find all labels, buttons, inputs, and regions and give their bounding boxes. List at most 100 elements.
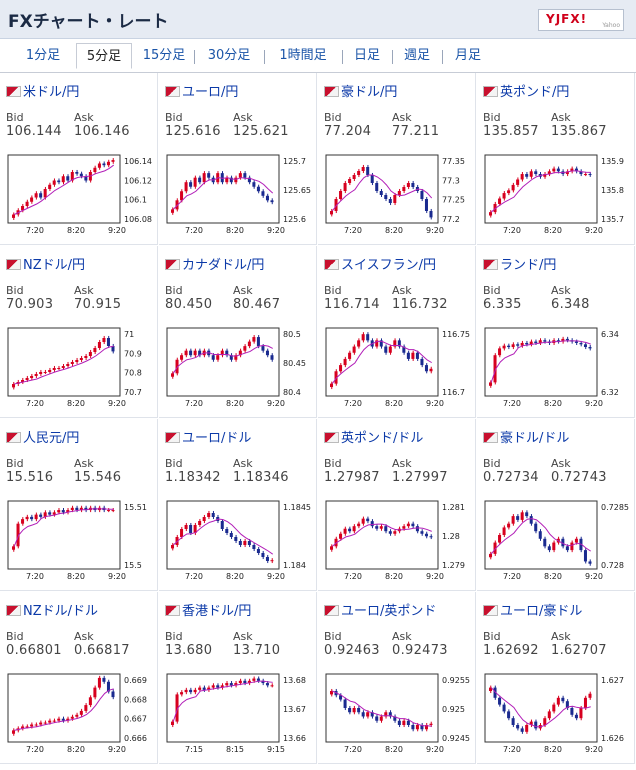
candle xyxy=(21,206,25,211)
timeframe-tabs: 1分足 5分足 15分足 30分足 1時間足 日足 週足 月足 xyxy=(0,38,636,72)
price-chart[interactable]: 0.669 0.668 0.667 0.666 7:20 8:20 9:20 xyxy=(5,672,152,756)
currency-pair-link[interactable]: ユーロ/円 xyxy=(165,81,238,100)
candle xyxy=(175,200,179,210)
price-chart[interactable]: 0.9255 0.925 0.9245 7:20 8:20 9:20 xyxy=(323,672,470,756)
candle xyxy=(184,350,188,356)
price-chart[interactable]: 13.68 13.67 13.66 7:15 8:15 9:15 xyxy=(164,672,311,756)
price-chart[interactable]: 125.7 125.65 125.6 7:20 8:20 9:20 xyxy=(164,153,311,237)
price-chart[interactable]: 77.35 77.3 77.25 77.2 7:20 8:20 9:20 xyxy=(323,153,470,237)
tab-週足[interactable]: 週足 xyxy=(403,48,430,63)
candle xyxy=(252,337,256,342)
x-tick-label: 8:20 xyxy=(226,572,244,581)
tab-1分足[interactable]: 1分足 xyxy=(25,48,61,63)
candle xyxy=(25,726,29,728)
x-tick-label: 8:20 xyxy=(385,745,403,754)
tab-日足[interactable]: 日足 xyxy=(353,48,380,63)
candle xyxy=(193,177,197,187)
candle xyxy=(79,710,83,715)
pair-name: ユーロ/ドル xyxy=(182,431,252,446)
x-tick-label: 8:20 xyxy=(67,399,85,408)
ask-value: 116.732 xyxy=(392,297,448,312)
tab-30分足[interactable]: 30分足 xyxy=(207,48,251,63)
currency-pair-link[interactable]: スイスフラン/円 xyxy=(324,254,436,273)
x-tick-label: 9:20 xyxy=(267,399,285,408)
currency-pair-link[interactable]: 豪ドル/円 xyxy=(324,81,397,100)
tab-月足[interactable]: 月足 xyxy=(454,48,481,63)
flag-icon xyxy=(165,605,180,616)
chart-svg: 15.51 15.5 7:20 8:20 9:20 xyxy=(7,500,147,581)
currency-pair-link[interactable]: 米ドル/円 xyxy=(6,81,79,100)
x-tick-label: 9:20 xyxy=(585,226,603,235)
x-tick-label: 7:20 xyxy=(503,399,521,408)
bid-value: 0.66801 xyxy=(6,643,62,658)
price-chart[interactable]: 15.51 15.5 7:20 8:20 9:20 xyxy=(5,499,152,583)
price-chart[interactable]: 106.14 106.12 106.1 106.08 7:20 8:20 9:20 xyxy=(5,153,152,237)
yjfx-logo[interactable]: YJFX! Yahoo xyxy=(538,9,624,31)
price-chart[interactable]: 1.281 1.28 1.279 7:20 8:20 9:20 xyxy=(323,499,470,583)
candle xyxy=(579,171,583,175)
currency-pair-link[interactable]: カナダドル/円 xyxy=(165,254,264,273)
fx-panel: 英ポンド/ドル Bid Ask 1.27987 1.27997 1.281 1.28 1.27… xyxy=(318,419,476,591)
price-chart[interactable]: 71 70.9 70.8 70.7 7:20 8:20 9:20 xyxy=(5,326,152,410)
candle xyxy=(93,687,97,698)
currency-pair-link[interactable]: 英ポンド/ドル xyxy=(324,427,423,446)
x-tick-label: 8:20 xyxy=(67,745,85,754)
price-chart[interactable]: 0.7285 0.728 7:20 8:20 9:20 xyxy=(482,499,629,583)
candle xyxy=(370,521,374,527)
x-tick-label: 9:20 xyxy=(267,572,285,581)
price-chart[interactable]: 135.9 135.8 135.7 7:20 8:20 9:20 xyxy=(482,153,629,237)
currency-pair-link[interactable]: 香港ドル/円 xyxy=(165,600,251,619)
candle xyxy=(180,692,184,695)
currency-pair-link[interactable]: NZドル/円 xyxy=(6,254,85,273)
price-chart[interactable]: 1.1845 1.184 7:20 8:20 9:20 xyxy=(164,499,311,583)
candle xyxy=(106,681,110,692)
x-tick-label: 7:20 xyxy=(503,572,521,581)
ask-value: 77.211 xyxy=(392,124,440,139)
currency-pair-link[interactable]: 豪ドル/ドル xyxy=(483,427,569,446)
ask-value: 135.867 xyxy=(551,124,607,139)
candle xyxy=(207,687,211,690)
candle xyxy=(370,712,374,717)
ask-label: Ask xyxy=(233,457,253,470)
candle xyxy=(111,691,115,698)
candle xyxy=(265,683,269,686)
tab-15分足[interactable]: 15分足 xyxy=(142,48,186,63)
x-tick-label: 7:20 xyxy=(344,399,362,408)
y-tick-label: 135.8 xyxy=(601,186,624,195)
candle xyxy=(529,516,533,524)
candle xyxy=(43,189,47,198)
price-chart[interactable]: 80.5 80.45 80.4 7:20 8:20 9:20 xyxy=(164,326,311,410)
candle xyxy=(52,720,56,722)
candle xyxy=(429,211,433,218)
candle xyxy=(39,722,43,725)
price-chart[interactable]: 116.75 116.7 7:20 8:20 9:20 xyxy=(323,326,470,410)
candle xyxy=(70,362,74,364)
bid-label: Bid xyxy=(6,630,24,643)
currency-pair-link[interactable]: NZドル/ドル xyxy=(6,600,98,619)
y-tick-label: 135.7 xyxy=(601,215,624,224)
price-chart[interactable]: 1.627 1.626 7:20 8:20 9:20 xyxy=(482,672,629,756)
candle xyxy=(12,730,16,734)
candle xyxy=(243,541,247,545)
currency-pair-link[interactable]: ユーロ/英ポンド xyxy=(324,600,436,619)
tab-1時間足[interactable]: 1時間足 xyxy=(279,48,327,63)
pair-name: NZドル/円 xyxy=(23,258,86,273)
currency-pair-link[interactable]: ユーロ/ドル xyxy=(165,427,251,446)
currency-pair-link[interactable]: ランド/円 xyxy=(483,254,556,273)
candle xyxy=(520,174,524,180)
x-tick-label: 8:20 xyxy=(67,572,85,581)
candle xyxy=(265,350,269,356)
moving-average-line xyxy=(172,518,274,555)
candle xyxy=(189,689,193,693)
currency-pair-link[interactable]: ユーロ/豪ドル xyxy=(483,600,582,619)
chart-svg: 13.68 13.67 13.66 7:15 8:15 9:15 xyxy=(166,673,306,754)
moving-average-line xyxy=(172,344,273,374)
candle xyxy=(493,203,497,213)
tab-5分足[interactable]: 5分足 xyxy=(76,43,132,69)
candle xyxy=(111,510,115,512)
price-chart[interactable]: 6.34 6.32 7:20 8:20 9:20 xyxy=(482,326,629,410)
currency-pair-link[interactable]: 人民元/円 xyxy=(6,427,79,446)
currency-pair-link[interactable]: 英ポンド/円 xyxy=(483,81,569,100)
candle xyxy=(543,174,547,177)
pair-name: カナダドル/円 xyxy=(182,258,265,273)
